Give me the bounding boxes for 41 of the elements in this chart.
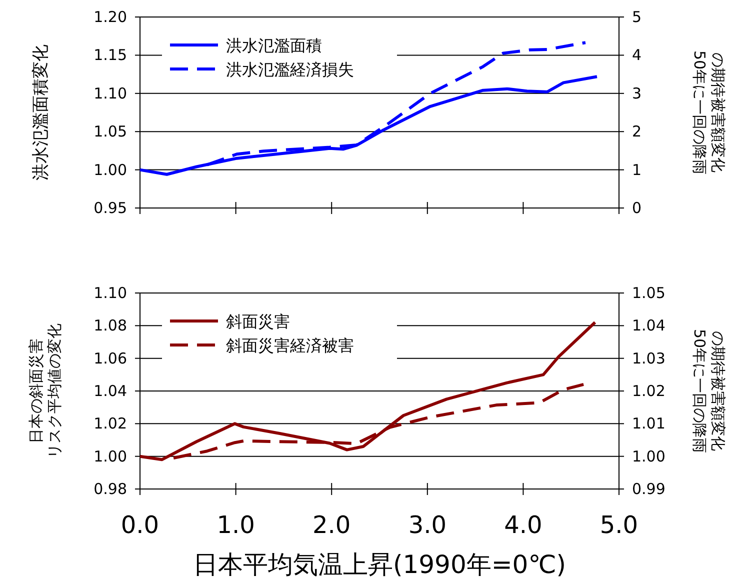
y-tick-label: 1.06 [94, 349, 127, 368]
y-tick-label: 1.05 [94, 122, 127, 141]
y2-tick-label: 1.03 [632, 349, 666, 368]
y2-axis-title: 50年に一回の降雨の期待被害額変化 [690, 328, 727, 454]
y2-tick-label: 1 [632, 160, 642, 179]
legend-label: 斜面災害経済被害 [226, 336, 354, 355]
x-tick-label: 3.0 [408, 511, 446, 539]
y2-tick-label: 1.01 [632, 414, 666, 433]
y2-tick-label: 0 [632, 199, 642, 217]
legend-label: 洪水氾濫経済損失 [226, 60, 354, 79]
x-tick-label: 1.0 [216, 511, 255, 539]
y-tick-label: 1.04 [94, 382, 127, 400]
y-axis-title: 洪水氾濫面積変化 [30, 44, 51, 180]
y2-tick-label: 5 [632, 8, 642, 26]
x-tick-label: 5.0 [600, 511, 638, 539]
x-axis-title: 日本平均気温上昇(1990年=0℃) [192, 550, 566, 579]
y-tick-label: 1.10 [94, 284, 127, 302]
y2-tick-label: 2 [632, 122, 642, 141]
y-tick-label: 1.08 [94, 316, 127, 335]
y2-axis-title: 50年に一回の降雨の期待被害額変化 [690, 50, 727, 175]
legend-label: 洪水氾濫面積 [226, 36, 322, 55]
y2-tick-label: 1.05 [632, 284, 666, 302]
y2-tick-label: 1.00 [632, 447, 666, 466]
y-tick-label: 1.02 [94, 414, 127, 433]
y2-tick-label: 1.02 [632, 382, 666, 400]
y2-tick-label: 1.04 [632, 316, 666, 335]
x-tick-label: 4.0 [504, 511, 542, 539]
y-tick-label: 1.20 [94, 8, 127, 26]
y-tick-label: 0.98 [94, 480, 127, 498]
y2-tick-label: 0.99 [632, 480, 666, 498]
y-tick-label: 0.95 [94, 199, 127, 217]
y-tick-label: 1.00 [94, 447, 127, 466]
y2-tick-label: 3 [632, 84, 642, 102]
y-axis-title: 日本の斜面災害リスク平均値の変化 [27, 324, 64, 458]
y-tick-label: 1.10 [94, 84, 127, 102]
x-tick-label: 2.0 [312, 511, 351, 539]
y-tick-label: 1.15 [94, 46, 127, 64]
x-tick-label: 0.0 [120, 511, 160, 539]
y-tick-label: 1.00 [94, 160, 127, 179]
legend-label: 斜面災害 [226, 312, 290, 331]
y2-tick-label: 4 [632, 46, 642, 64]
